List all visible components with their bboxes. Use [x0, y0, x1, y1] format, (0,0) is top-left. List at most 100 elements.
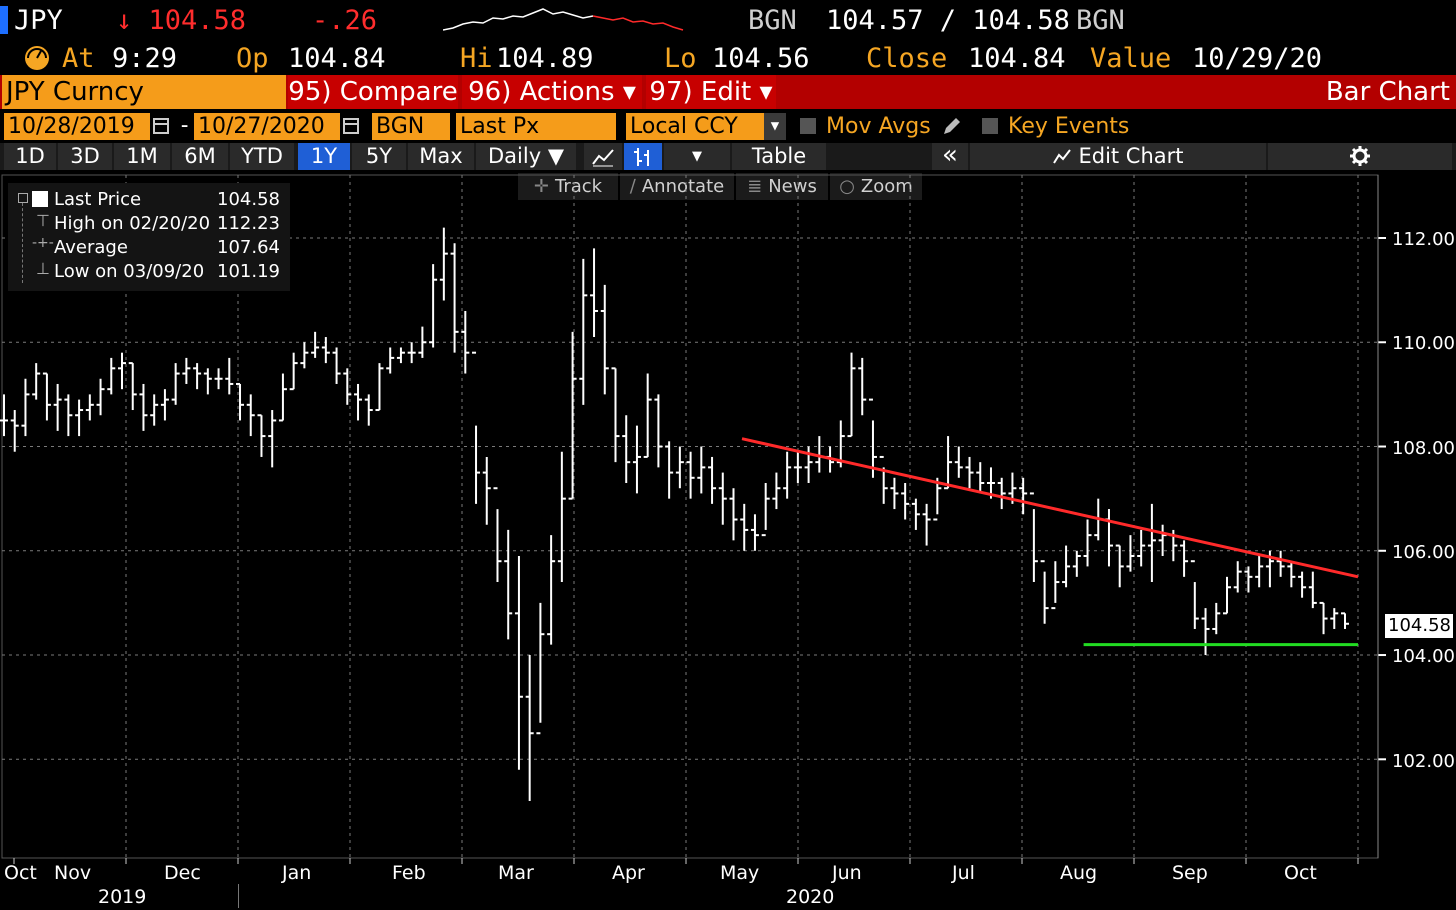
collapse-icon[interactable]: « [932, 142, 968, 170]
gear-icon [1350, 146, 1370, 166]
high-marker-icon: ⊤ [36, 211, 50, 230]
legend-tree-line [22, 203, 24, 283]
legend-label: High on 02/20/20 [54, 213, 211, 234]
close-value: 104.84 [968, 43, 1066, 74]
chevron-down-icon[interactable]: ▼ [764, 113, 786, 140]
edit-chart-label: Edit Chart [1078, 144, 1184, 168]
y-tick-label: 102.00 [1392, 751, 1455, 772]
low-value: 104.56 [712, 43, 810, 74]
quote-source-2: BGN [1076, 5, 1125, 36]
pencil-icon[interactable] [940, 114, 964, 138]
periodicity-dropdown[interactable]: Daily ▼ [476, 143, 576, 170]
legend-label: Last Price [54, 189, 142, 210]
magnifier-icon: ○ [839, 176, 855, 197]
y-tick-label: 104.00 [1392, 646, 1455, 667]
last-price: ↓ 104.58 [116, 5, 247, 36]
x-month-label: Feb [392, 862, 426, 884]
x-year-label: 2020 [786, 886, 835, 908]
bid-ask: 104.57 / 104.58 [826, 5, 1070, 36]
range-ytd[interactable]: YTD [230, 143, 294, 170]
zoom-tool[interactable]: ○ Zoom [830, 173, 922, 200]
range-1m[interactable]: 1M [114, 143, 170, 170]
last-price-swatch [32, 191, 48, 207]
chart-type-title: Bar Chart [1325, 77, 1450, 107]
legend-value: 107.64 [217, 237, 280, 258]
edit-chart-icon [1053, 149, 1072, 164]
range-1d[interactable]: 1D [4, 143, 56, 170]
news-icon: ≣ [747, 176, 763, 197]
line-chart-icon[interactable] [584, 143, 622, 170]
open-label: Op [236, 43, 269, 74]
high-value: 104.89 [496, 43, 594, 74]
x-month-label: Nov [54, 862, 92, 884]
resistance-trendline [741, 437, 1359, 579]
range-6m[interactable]: 6M [172, 143, 228, 170]
currency-selector[interactable]: Local CCY [626, 113, 786, 140]
compare-menu[interactable]: 95) Compare [288, 75, 458, 109]
x-month-label: Aug [1060, 862, 1098, 884]
average-marker-icon: -+- [32, 235, 54, 251]
x-month-label: Dec [164, 862, 201, 884]
value-label: Value [1090, 43, 1172, 74]
source-field[interactable]: BGN [372, 113, 450, 140]
y-tick-label: 110.00 [1392, 333, 1455, 354]
actions-menu[interactable]: 96) Actions ▾ [462, 75, 642, 109]
settings-gear-button[interactable] [1268, 143, 1452, 170]
legend-collapse-icon[interactable] [18, 193, 28, 203]
close-label: Close [866, 43, 948, 74]
annotate-label: Annotate [641, 176, 725, 197]
net-change: -.26 [312, 5, 378, 36]
edit-chart-button[interactable]: Edit Chart [970, 143, 1266, 170]
x-month-label: Sep [1172, 862, 1208, 884]
field-selector[interactable]: Last Px [456, 113, 616, 140]
y-tick-label: 108.00 [1392, 438, 1455, 459]
table-button[interactable]: Table [732, 143, 826, 170]
x-month-label: Jan [282, 862, 312, 884]
end-date-field[interactable]: 10/27/2020 [194, 113, 340, 140]
mov-avgs-checkbox[interactable] [800, 118, 816, 134]
start-date-field[interactable]: 10/28/2019 [4, 113, 150, 140]
track-label: Track [554, 176, 603, 197]
security-field[interactable]: JPY Curncy [2, 75, 286, 109]
intraday-sparkline [443, 8, 684, 31]
crosshair-icon: ✛ [533, 176, 549, 197]
open-value: 104.84 [288, 43, 386, 74]
x-month-label: May [720, 862, 760, 884]
key-events-label[interactable]: Key Events [1008, 114, 1130, 139]
chart-style-dropdown-icon[interactable]: ▼ [664, 143, 730, 170]
gauge-icon [25, 46, 49, 70]
at-label: At [62, 43, 95, 74]
bar-chart-icon[interactable] [624, 143, 662, 170]
x-year-label: 2019 [98, 886, 147, 908]
legend-value: 112.23 [217, 213, 280, 234]
mov-avgs-label[interactable]: Mov Avgs [826, 114, 931, 139]
calendar-icon[interactable] [152, 116, 170, 136]
quote-source-1: BGN [748, 5, 797, 36]
last-price-tag: 104.58 [1385, 614, 1453, 638]
range-3d[interactable]: 3D [58, 143, 112, 170]
year-divider [238, 884, 239, 908]
value-date: 10/29/20 [1192, 43, 1323, 74]
x-month-label: Oct [4, 862, 37, 884]
low-marker-icon: ⊥ [36, 259, 50, 278]
range-5y[interactable]: 5Y [352, 143, 406, 170]
edit-menu[interactable]: 97) Edit ▾ [646, 75, 776, 109]
news-label: News [768, 176, 817, 197]
y-tick-label: 112.00 [1392, 229, 1455, 250]
x-month-label: Apr [612, 862, 645, 884]
x-month-label: Jun [832, 862, 862, 884]
ticker-label: JPY [14, 5, 63, 36]
legend-label: Average [54, 237, 128, 258]
low-label: Lo [664, 43, 697, 74]
legend-label: Low on 03/09/20 [54, 261, 205, 282]
track-tool[interactable]: ✛ Track [518, 173, 618, 200]
calendar-icon[interactable] [342, 116, 360, 136]
annotate-tool[interactable]: ∕ Annotate [620, 173, 734, 200]
legend-value: 101.19 [217, 261, 280, 282]
range-max[interactable]: Max [408, 143, 474, 170]
annotate-icon: ∕ [629, 176, 636, 197]
range-1y[interactable]: 1Y [298, 143, 350, 170]
key-events-checkbox[interactable] [982, 118, 998, 134]
news-tool[interactable]: ≣ News [736, 173, 828, 200]
